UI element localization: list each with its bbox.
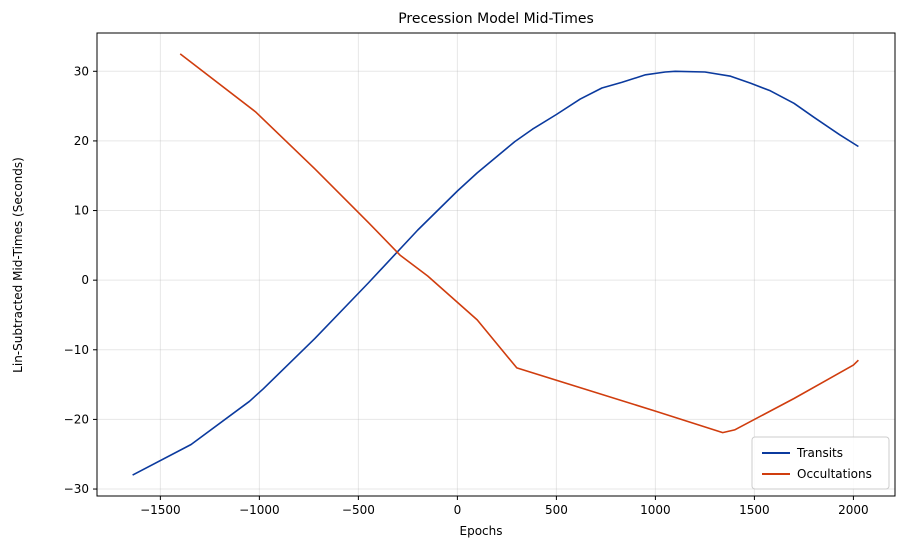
grid	[97, 33, 895, 496]
legend-label-transits: Transits	[796, 446, 843, 460]
y-tick-label: 0	[81, 273, 89, 287]
legend-box	[751, 436, 890, 490]
plot-frame	[96, 32, 896, 497]
x-axis: −1500 −1000 −500 0 500 1000 1500 2000	[140, 496, 869, 517]
series-line-occultations	[179, 53, 859, 434]
y-tick-label: 20	[74, 134, 89, 148]
x-tick-label: 2000	[838, 503, 869, 517]
series-layer	[132, 53, 859, 476]
y-tick-label: 10	[74, 204, 89, 218]
y-tick-label: −10	[64, 343, 89, 357]
x-tick-label: 500	[545, 503, 568, 517]
y-axis-title: Lin-Subtracted Mid-Times (Seconds)	[11, 157, 25, 373]
chart-title: Precession Model Mid-Times	[398, 11, 594, 27]
x-tick-label: −1000	[239, 503, 280, 517]
y-tick-label: 30	[74, 64, 89, 78]
x-tick-label: −500	[342, 503, 375, 517]
legend-label-occultations: Occultations	[797, 467, 872, 481]
x-tick-label: 1500	[739, 503, 770, 517]
series-line-transits	[132, 70, 859, 476]
legend: Transits Occultations	[751, 436, 890, 490]
x-tick-label: 0	[454, 503, 462, 517]
y-tick-label: −30	[64, 482, 89, 496]
x-tick-label: −1500	[140, 503, 181, 517]
y-axis: −30 −20 −10 0 10 20 30	[64, 64, 97, 496]
y-tick-label: −20	[64, 412, 89, 426]
x-axis-title: Epochs	[460, 524, 503, 538]
x-tick-label: 1000	[640, 503, 671, 517]
